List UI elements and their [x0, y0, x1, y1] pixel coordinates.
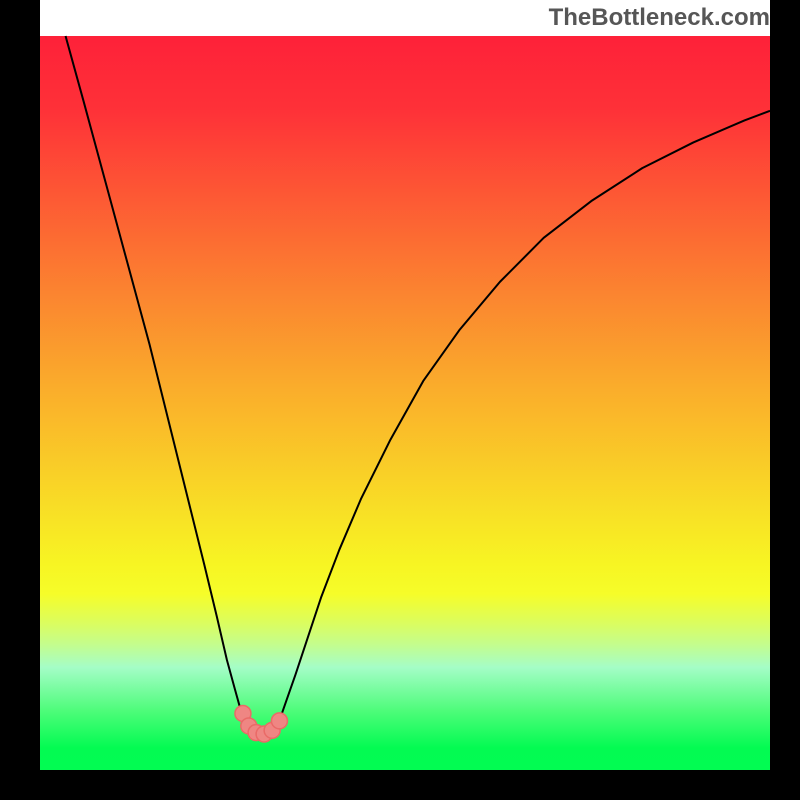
- bottleneck-curve: [66, 36, 770, 734]
- frame-border-left: [0, 0, 40, 800]
- frame-border-bottom: [0, 770, 800, 800]
- marker-dot: [271, 713, 287, 729]
- chart-svg: [0, 0, 800, 800]
- watermark-text: TheBottleneck.com: [549, 4, 770, 32]
- frame-border-right: [770, 0, 800, 800]
